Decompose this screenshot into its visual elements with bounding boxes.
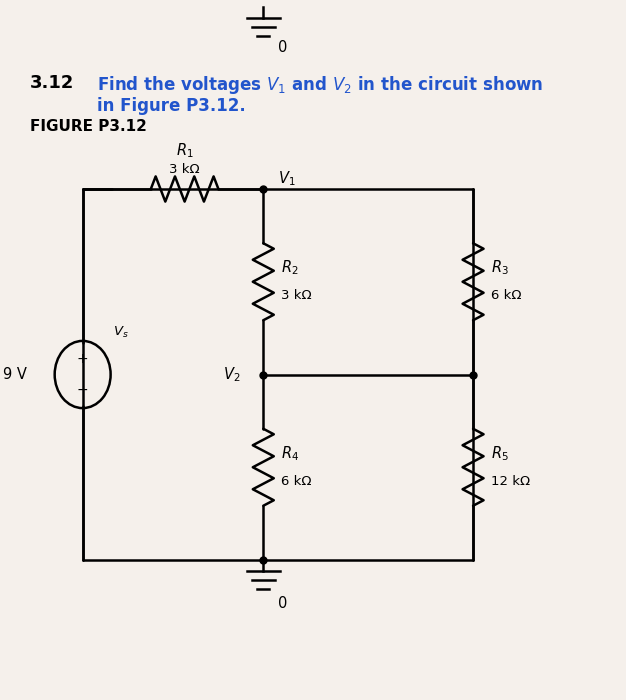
Text: 0: 0 bbox=[278, 40, 287, 55]
Text: 12 kΩ: 12 kΩ bbox=[491, 475, 530, 488]
Text: 0: 0 bbox=[278, 596, 287, 611]
Text: $R_5$: $R_5$ bbox=[491, 444, 508, 463]
Text: 3 kΩ: 3 kΩ bbox=[169, 163, 200, 176]
Text: −: − bbox=[77, 383, 88, 397]
Text: $R_1$: $R_1$ bbox=[176, 141, 193, 160]
Text: 9 V: 9 V bbox=[3, 367, 28, 382]
Text: $V_2$: $V_2$ bbox=[223, 365, 240, 384]
Text: $R_2$: $R_2$ bbox=[281, 258, 299, 277]
Text: $V_1$: $V_1$ bbox=[278, 169, 295, 188]
Text: Find the voltages $V_1$ and $V_2$ in the circuit shown: Find the voltages $V_1$ and $V_2$ in the… bbox=[97, 74, 543, 95]
Text: FIGURE P3.12: FIGURE P3.12 bbox=[30, 119, 147, 134]
Text: 3 kΩ: 3 kΩ bbox=[281, 289, 311, 302]
Text: $R_3$: $R_3$ bbox=[491, 258, 508, 277]
Text: $V_s$: $V_s$ bbox=[113, 325, 128, 340]
Text: $R_4$: $R_4$ bbox=[281, 444, 299, 463]
Text: +: + bbox=[77, 352, 88, 366]
Text: 6 kΩ: 6 kΩ bbox=[491, 289, 521, 302]
Text: 6 kΩ: 6 kΩ bbox=[281, 475, 311, 488]
Text: 3.12: 3.12 bbox=[30, 74, 74, 92]
Text: in Figure P3.12.: in Figure P3.12. bbox=[97, 97, 246, 115]
